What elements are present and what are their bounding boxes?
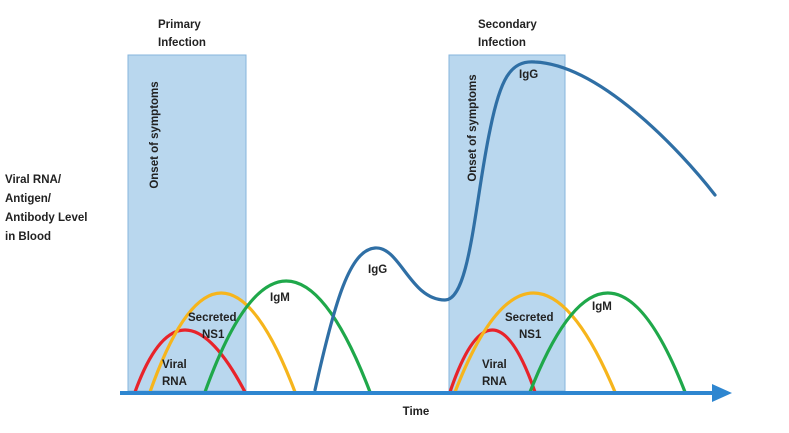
igm-label: IgM	[592, 301, 612, 313]
igg-curve	[313, 60, 717, 392]
viral-rna-curve	[133, 328, 247, 394]
y-label: Antigen/	[5, 193, 52, 205]
ns1-curve	[148, 291, 297, 394]
ns1-curve	[453, 291, 617, 394]
secondary-title: Secondary	[478, 19, 537, 31]
igm-curve	[203, 279, 372, 394]
y-label: in Blood	[5, 231, 51, 243]
igm-label: IgM	[270, 292, 290, 304]
y-label: Antibody Level	[5, 212, 87, 224]
viral-rna-label: Viral	[162, 359, 187, 371]
viral-rna-label: RNA	[482, 376, 507, 388]
ns1-label: Secreted	[188, 312, 237, 324]
igm-curve	[528, 291, 687, 394]
viral-rna-curve	[448, 328, 537, 394]
onset-label: Onset of symptoms	[467, 74, 479, 181]
axis-arrow	[712, 384, 732, 402]
y-label: Viral RNA/	[5, 174, 62, 186]
ns1-label: NS1	[519, 329, 542, 341]
ns1-label: Secreted	[505, 312, 554, 324]
primary-window	[127, 54, 247, 392]
igg-label: IgG	[519, 69, 538, 81]
primary-title: Primary	[158, 19, 201, 31]
x-label: Time	[403, 406, 430, 418]
viral-rna-label: Viral	[482, 359, 507, 371]
secondary-window	[448, 54, 566, 392]
ns1-label: NS1	[202, 329, 225, 341]
onset-label: Onset of symptoms	[149, 81, 161, 188]
primary-title: Infection	[158, 37, 206, 49]
secondary-title: Infection	[478, 37, 526, 49]
viral-rna-label: RNA	[162, 376, 187, 388]
igg-label: IgG	[368, 264, 387, 276]
